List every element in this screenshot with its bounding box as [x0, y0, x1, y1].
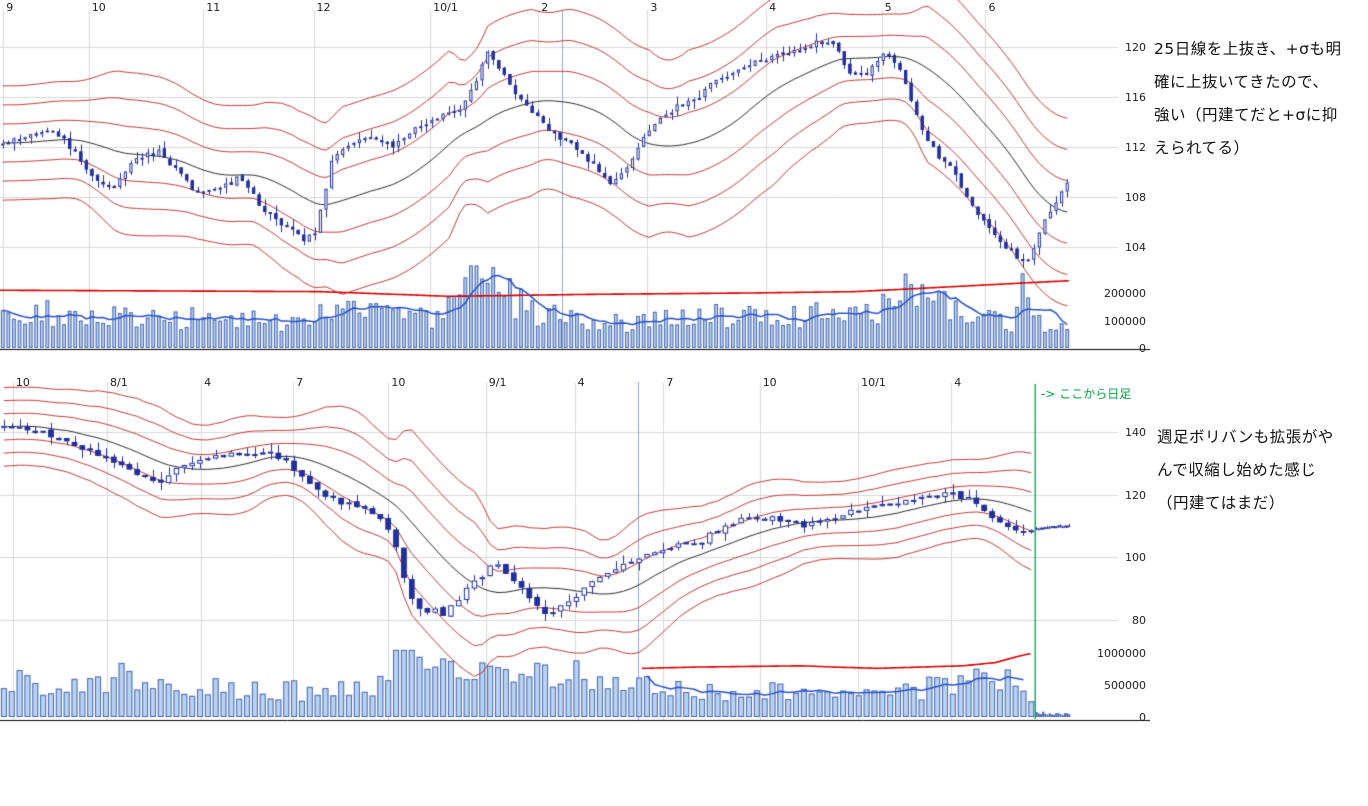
note-line: 強い（円建てだと+σに抑: [1154, 106, 1338, 124]
note-line: （円建てはまだ）: [1157, 494, 1285, 512]
note-line: えられてる）: [1154, 139, 1250, 157]
daily-chart-canvas[interactable]: [0, 0, 1150, 352]
daily-chart-note: 25日線を上抜き、+σも明 確に上抜いてきたので、 強い（円建てだと+σに抑 え…: [1154, 33, 1366, 165]
weekly-chart-note: 週足ボリバンも拡張がや んで収縮し始めた感じ （円建てはまだ）: [1157, 421, 1357, 520]
daily-chart-panel: 9 10 11 12 10/1 2 3 4 5 6 120 116 112 108 104 200000 10…: [0, 0, 1150, 355]
daily-start-label: -> ここから日足: [1041, 387, 1132, 401]
note-line: 25日線を上抜き、+σも明: [1154, 40, 1342, 58]
weekly-chart-panel: 10 8/1 4 7 10 9/1 4 7 10 10/1 4 140 120 100 80 1000000…: [0, 370, 1150, 724]
weekly-chart-canvas[interactable]: [0, 370, 1150, 722]
note-line: んで収縮し始めた感じ: [1157, 461, 1317, 479]
note-line: 週足ボリバンも拡張がや: [1157, 428, 1334, 446]
note-line: 確に上抜いてきたので、: [1154, 73, 1329, 91]
